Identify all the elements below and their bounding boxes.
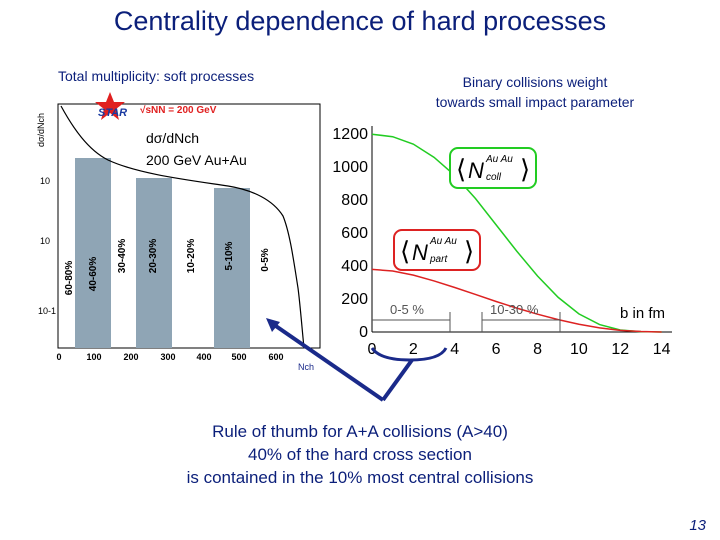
right-subtitle-line-2: towards small impact parameter	[435, 94, 635, 110]
ncoll-label: ⟨ N Au Au coll ⟩	[449, 147, 537, 189]
ncoll-series-line	[371, 133, 662, 333]
slide-title: Centrality dependence of hard processes	[113, 6, 607, 36]
x-tick: 200	[123, 352, 138, 362]
rule-line-2: 40% of the hard cross section	[248, 445, 472, 464]
band-5-10	[214, 188, 250, 348]
svg-text:Au Au: Au Au	[429, 236, 457, 247]
bin-label: 10-20%	[186, 239, 197, 274]
arrow-left	[268, 320, 385, 402]
annotation-0-5: 0-5 %	[390, 302, 424, 317]
svg-text:⟨: ⟨	[400, 236, 410, 266]
x-tick: 300	[160, 352, 175, 362]
annotation-10-30: 10-30 %	[490, 302, 539, 317]
svg-text:STAR: STAR	[98, 107, 127, 119]
x-tick-label: 4	[450, 341, 459, 358]
x-tick-label: 8	[533, 341, 542, 358]
y-tick: 10-1	[38, 306, 56, 316]
right-subtitle-line-1: Binary collisions weight	[462, 74, 608, 90]
y-tick-label: 600	[341, 225, 368, 242]
svg-text:Au Au: Au Au	[485, 154, 513, 165]
bin-label: 60-80%	[64, 261, 75, 296]
svg-text:⟩: ⟩	[520, 154, 530, 184]
brace-icon	[370, 347, 448, 362]
y-tick-label: 0	[359, 324, 368, 341]
star-logo-icon: STAR	[95, 92, 127, 120]
svg-text:⟩: ⟩	[464, 236, 474, 266]
arrow-right	[381, 358, 414, 402]
svg-text:N: N	[468, 158, 484, 183]
svg-text:part: part	[429, 254, 448, 265]
x-tick-label: 10	[570, 341, 588, 358]
rule-line-3: is contained in the 10% most central col…	[186, 468, 534, 487]
x-tick-label: 12	[611, 341, 629, 358]
y-tick-label: 1000	[332, 159, 368, 176]
y-tick: 10	[40, 176, 50, 186]
right-subtitle: Binary collisions weight towards small i…	[410, 72, 660, 112]
x-axis-label: b in fm	[620, 305, 665, 322]
x-tick: 100	[86, 352, 101, 362]
npart-label: ⟨ N Au Au part ⟩	[393, 229, 481, 271]
y-tick: 10	[40, 236, 50, 246]
page-number: 13	[689, 517, 706, 534]
x-tick: 0	[56, 352, 61, 362]
x-tick-label: 2	[409, 341, 418, 358]
auau-annotation: 200 GeV Au+Au	[146, 152, 247, 168]
rule-of-thumb: Rule of thumb for A+A collisions (A>40) …	[120, 420, 600, 489]
svg-text:N: N	[412, 240, 428, 265]
y-tick-label: 800	[341, 192, 368, 209]
left-subtitle: Total multiplicity: soft processes	[58, 68, 255, 84]
y-tick-label: 400	[341, 258, 368, 275]
band-20-30	[136, 178, 172, 348]
multiplicity-ylabel: dσ/dNch	[36, 113, 46, 147]
dsigma-annotation: dσ/dNch	[146, 130, 199, 146]
multiplicity-plot: 60-80% 40-60% 30-40% 20-30% 10-20% 5-10%…	[36, 92, 321, 372]
bin-label: 20-30%	[148, 239, 159, 274]
multiplicity-xlabel: Nch	[298, 362, 314, 372]
bin-label: 30-40%	[117, 239, 128, 274]
svg-text:coll: coll	[486, 172, 502, 183]
rule-line-1: Rule of thumb for A+A collisions (A>40)	[212, 422, 508, 441]
x-tick: 400	[196, 352, 211, 362]
band-60-80	[75, 158, 111, 348]
bin-label: 0-5%	[260, 248, 271, 271]
y-tick-label: 1200	[332, 126, 368, 143]
bin-label: 5-10%	[224, 241, 235, 270]
npart-series-line	[371, 268, 662, 333]
x-tick-label: 6	[492, 341, 501, 358]
bin-label: 40-60%	[88, 257, 99, 292]
energy-label: √sNN = 200 GeV	[140, 105, 217, 116]
svg-text:⟨: ⟨	[456, 154, 466, 184]
x-tick: 500	[231, 352, 246, 362]
x-tick-label: 14	[653, 341, 671, 358]
multiplicity-curve	[60, 105, 305, 349]
x-tick: 600	[268, 352, 283, 362]
y-tick-label: 200	[341, 291, 368, 308]
